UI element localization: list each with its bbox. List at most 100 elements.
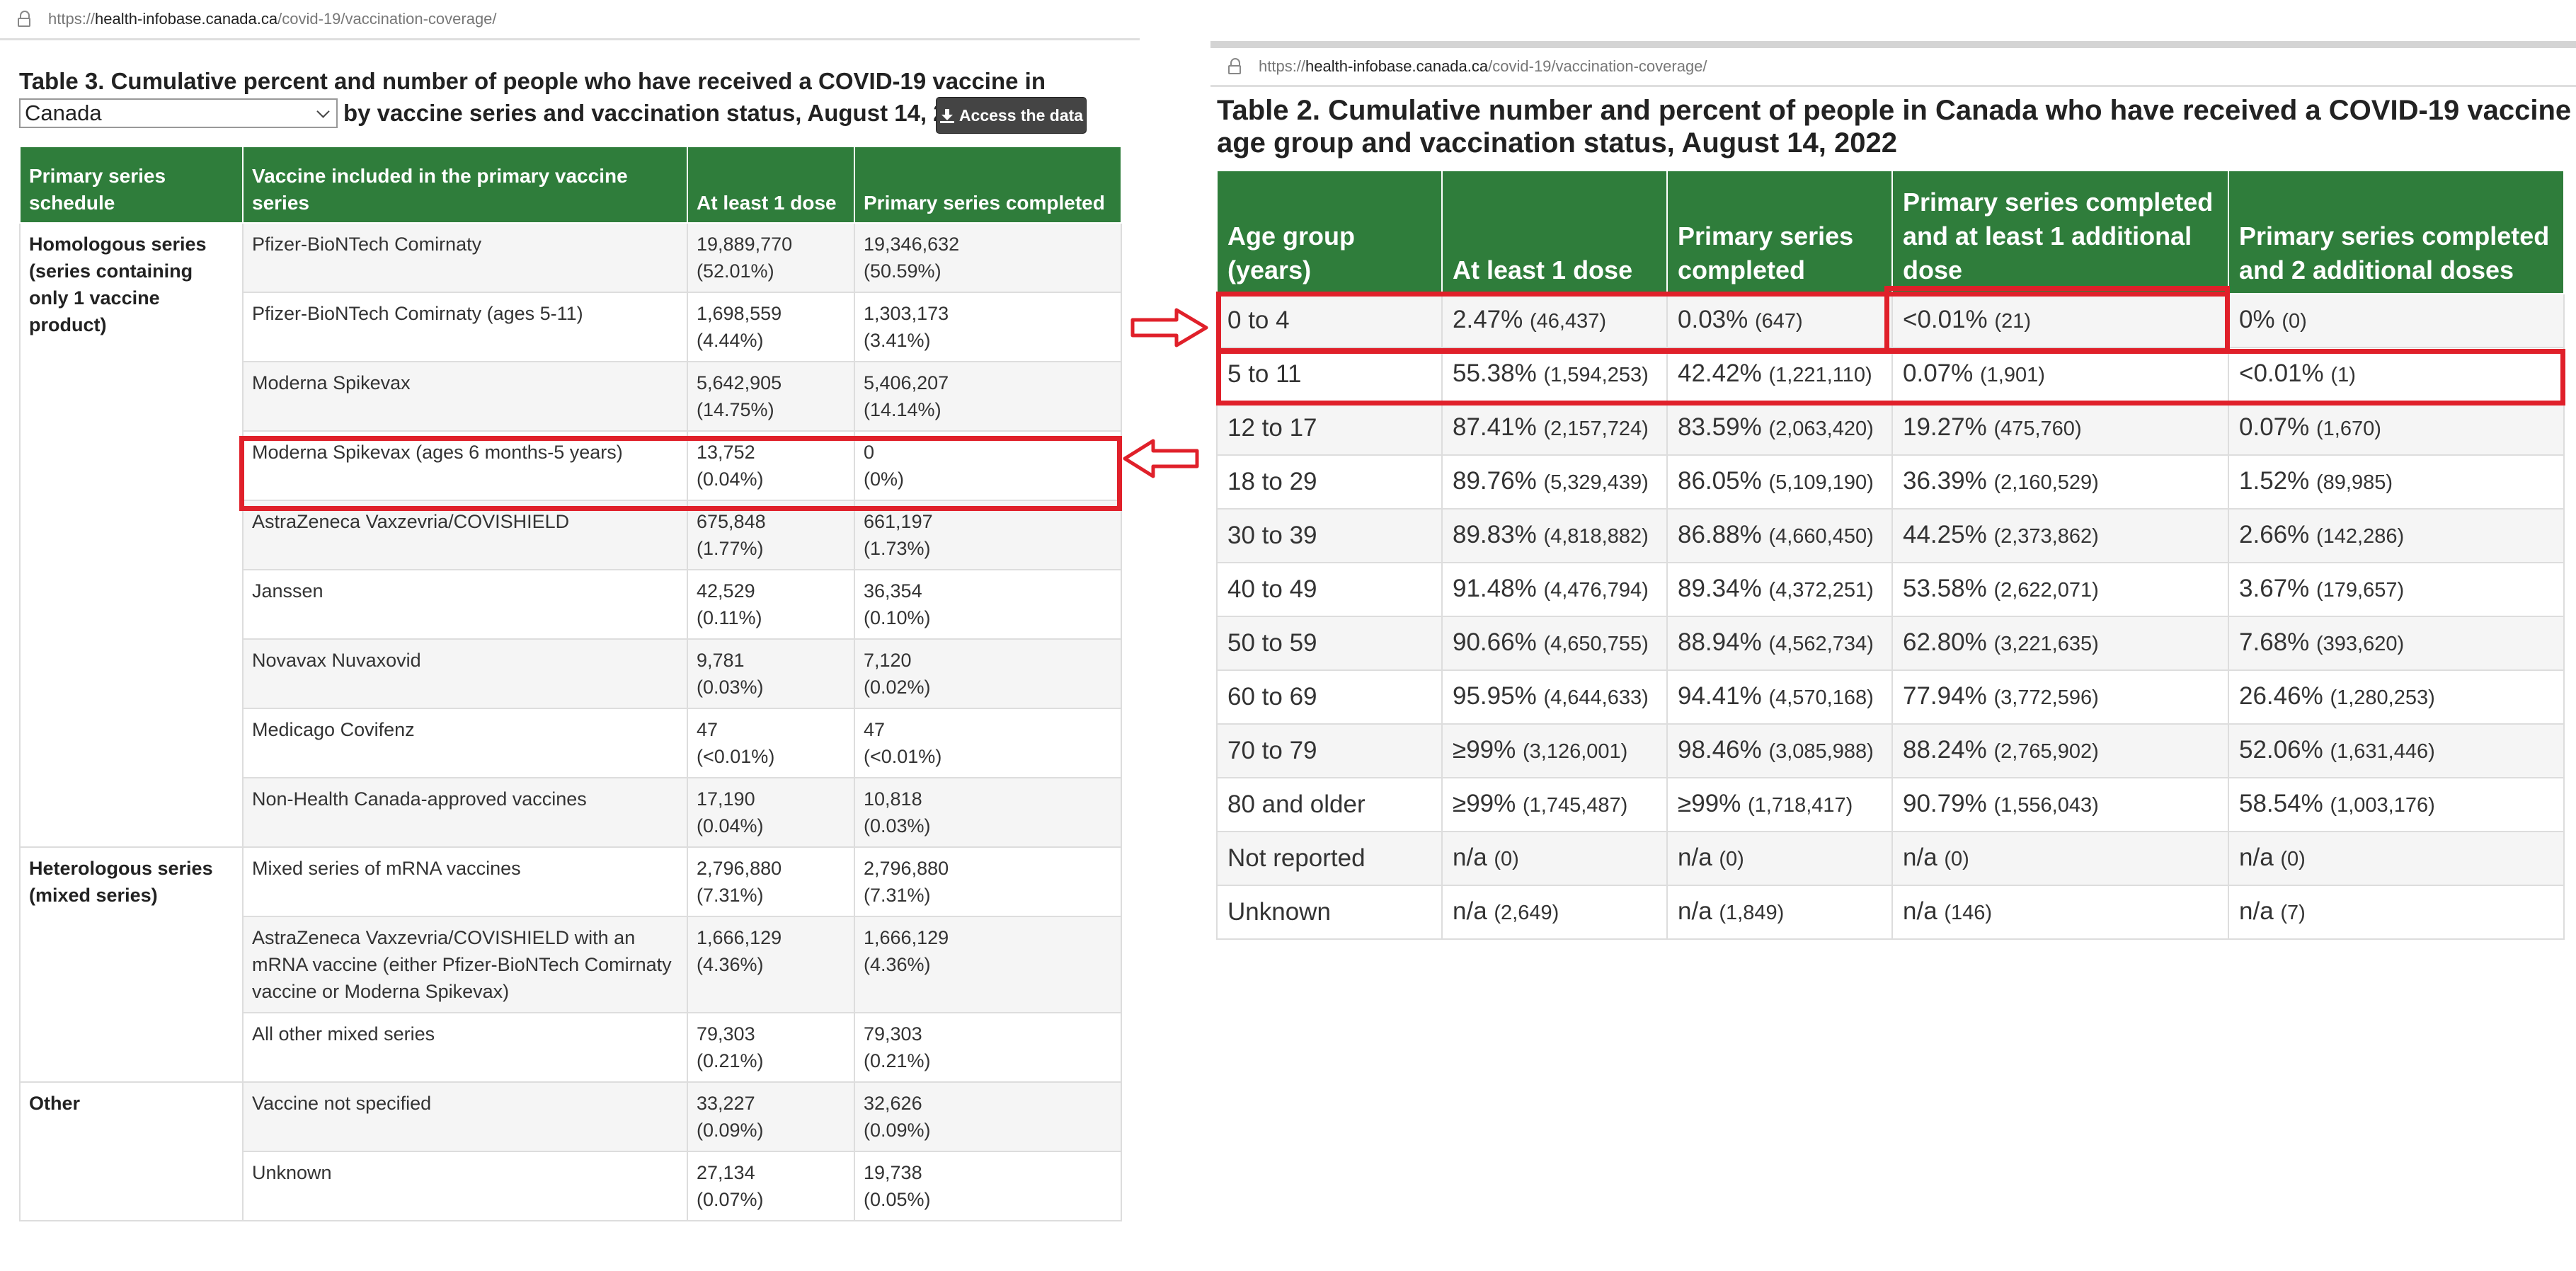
completed-cell: 32,626 (0.09%) xyxy=(854,1081,1122,1152)
table-row: Homologous series (series containing onl… xyxy=(19,222,1122,848)
count-value: 79,303 xyxy=(864,1023,922,1045)
address-bar[interactable]: https://health-infobase.canada.ca/covid-… xyxy=(1210,41,2576,87)
count-value: (1,670) xyxy=(2315,418,2381,440)
arrow-left-icon xyxy=(1123,439,1199,478)
percent-value: 91.48% xyxy=(1453,575,1537,602)
percent-value: (0.09%) xyxy=(697,1120,764,1141)
count-value: (393,620) xyxy=(2315,633,2405,655)
count-value: 36,354 xyxy=(864,580,922,602)
table-row: Medicago Covifenz 47 (<0.01%) 47 (<0.01%) xyxy=(20,708,1122,778)
count-value: (4,570,168) xyxy=(1768,686,1874,709)
count-value: 2,796,880 xyxy=(697,858,782,879)
vaccine-name: Pfizer-BioNTech Comirnaty xyxy=(242,222,688,293)
table-row: 12 to 17 87.41% (2,157,724) 83.59% (2,063,… xyxy=(1216,401,2565,456)
count-value: (1,221,110) xyxy=(1768,364,1872,386)
col-header-additional1[interactable]: Primary series completed and at least 1 … xyxy=(1891,170,2229,294)
count-value: 42,529 xyxy=(697,580,755,602)
age-group-cell: 0 to 4 xyxy=(1216,293,1443,348)
count-value: (4,650,755) xyxy=(1543,633,1649,655)
percent-value: 52.06% xyxy=(2239,736,2323,764)
col-header-schedule[interactable]: Primary series schedule xyxy=(19,146,244,224)
count-value: (1) xyxy=(2330,364,2356,386)
percent-value: (0.10%) xyxy=(864,607,931,628)
value-cell: 95.95% (4,644,633) xyxy=(1441,669,1668,725)
age-group-cell: 80 and older xyxy=(1216,777,1443,832)
percent-value: (7.31%) xyxy=(864,885,931,906)
value-cell: 1.52% (89,985) xyxy=(2228,454,2565,510)
col-header-vaccine[interactable]: Vaccine included in the primary vaccine … xyxy=(242,146,688,224)
percent-value: 7.68% xyxy=(2239,628,2310,656)
percent-value: (0.02%) xyxy=(864,677,931,698)
col-header-completed[interactable]: Primary series completed xyxy=(854,146,1122,224)
age-group-cell: 18 to 29 xyxy=(1216,454,1443,510)
count-value: 33,227 xyxy=(697,1093,755,1114)
address-bar[interactable]: https://health-infobase.canada.ca/covid-… xyxy=(0,0,1140,40)
completed-cell: 7,120 (0.02%) xyxy=(854,638,1122,709)
age-group-cell: 60 to 69 xyxy=(1216,669,1443,725)
vaccine-name: Moderna Spikevax (ages 6 months-5 years) xyxy=(242,430,688,501)
value-cell: 58.54% (1,003,176) xyxy=(2228,777,2565,832)
col-header-dose1[interactable]: At least 1 dose xyxy=(1441,170,1668,294)
count-value: 10,818 xyxy=(864,788,922,810)
col-header-age[interactable]: Age group (years) xyxy=(1216,170,1443,294)
region-select[interactable]: Canada xyxy=(19,98,338,128)
table-row: AstraZeneca Vaxzevria/COVISHIELD with an… xyxy=(20,916,1122,1013)
table-row: Non-Health Canada-approved vaccines 17,19… xyxy=(20,777,1122,848)
value-cell: 86.05% (5,109,190) xyxy=(1666,454,1893,510)
percent-value: 2.66% xyxy=(2239,521,2310,548)
value-cell: 0.07% (1,670) xyxy=(2228,401,2565,456)
count-value: 5,406,207 xyxy=(864,372,949,393)
dose1-cell: 33,227 (0.09%) xyxy=(687,1081,855,1152)
percent-value: (14.75%) xyxy=(697,399,774,420)
percent-value: 58.54% xyxy=(2239,790,2323,817)
count-value: (0) xyxy=(1719,848,1744,870)
url-scheme: https:// xyxy=(48,10,96,28)
count-value: 32,626 xyxy=(864,1093,922,1114)
count-value: (2,649) xyxy=(1494,902,1559,924)
dose1-cell: 9,781 (0.03%) xyxy=(687,638,855,709)
vaccine-name: Mixed series of mRNA vaccines xyxy=(242,846,688,917)
value-cell: 2.66% (142,286) xyxy=(2228,508,2565,563)
count-value: (1,003,176) xyxy=(2330,794,2435,817)
age-group-cell: Unknown xyxy=(1216,885,1443,940)
percent-value: (3.41%) xyxy=(864,330,931,351)
count-value: 661,197 xyxy=(864,511,933,532)
count-value: 5,642,905 xyxy=(697,372,782,393)
count-value: (1,901) xyxy=(1979,364,2045,386)
col-header-completed[interactable]: Primary series completed xyxy=(1666,170,1893,294)
schedule-group-label: Other xyxy=(19,1081,244,1221)
table2: Age group (years) At least 1 dose Primar… xyxy=(1216,170,2565,940)
percent-value: n/a xyxy=(2239,844,2274,871)
table-row: All other mixed series 79,303 (0.21%) 79,30… xyxy=(20,1012,1122,1083)
percent-value: (1.73%) xyxy=(864,538,931,559)
access-data-button[interactable]: Access the data xyxy=(936,97,1087,134)
count-value: 47 xyxy=(697,719,719,740)
age-group-cell: 12 to 17 xyxy=(1216,401,1443,456)
percent-value: 19.27% xyxy=(1903,413,1987,441)
percent-value: 95.95% xyxy=(1453,682,1537,710)
count-value: (2,765,902) xyxy=(1993,740,2099,763)
completed-cell: 1,303,173 (3.41%) xyxy=(854,292,1122,362)
value-cell: ≥99% (1,745,487) xyxy=(1441,777,1668,832)
value-cell: 19.27% (475,760) xyxy=(1891,401,2229,456)
download-icon xyxy=(939,108,955,123)
count-value: (1,745,487) xyxy=(1523,794,1628,817)
count-value: (4,476,794) xyxy=(1543,579,1649,602)
percent-value: (4.36%) xyxy=(864,954,931,975)
value-cell: 3.67% (179,657) xyxy=(2228,562,2565,617)
table-row: 50 to 59 90.66% (4,650,755) 88.94% (4,562,… xyxy=(1216,616,2565,671)
col-header-dose1[interactable]: At least 1 dose xyxy=(687,146,855,224)
value-cell: n/a (0) xyxy=(1666,831,1893,886)
completed-cell: 1,666,129 (4.36%) xyxy=(854,916,1122,1013)
col-header-additional2[interactable]: Primary series completed and 2 additiona… xyxy=(2228,170,2565,294)
value-cell: ≥99% (3,126,001) xyxy=(1441,723,1668,778)
value-cell: 44.25% (2,373,862) xyxy=(1891,508,2229,563)
percent-value: 53.58% xyxy=(1903,575,1987,602)
percent-value: 0.07% xyxy=(1903,360,1974,387)
vaccine-name: Vaccine not specified xyxy=(242,1081,688,1152)
count-value: (1,594,253) xyxy=(1543,364,1649,386)
count-value: (4,644,633) xyxy=(1543,686,1649,709)
percent-value: 26.46% xyxy=(2239,682,2323,710)
completed-cell: 79,303 (0.21%) xyxy=(854,1012,1122,1083)
table-row: Other Vaccine not specified 33,227 (0.09%) 3… xyxy=(19,1081,1122,1221)
